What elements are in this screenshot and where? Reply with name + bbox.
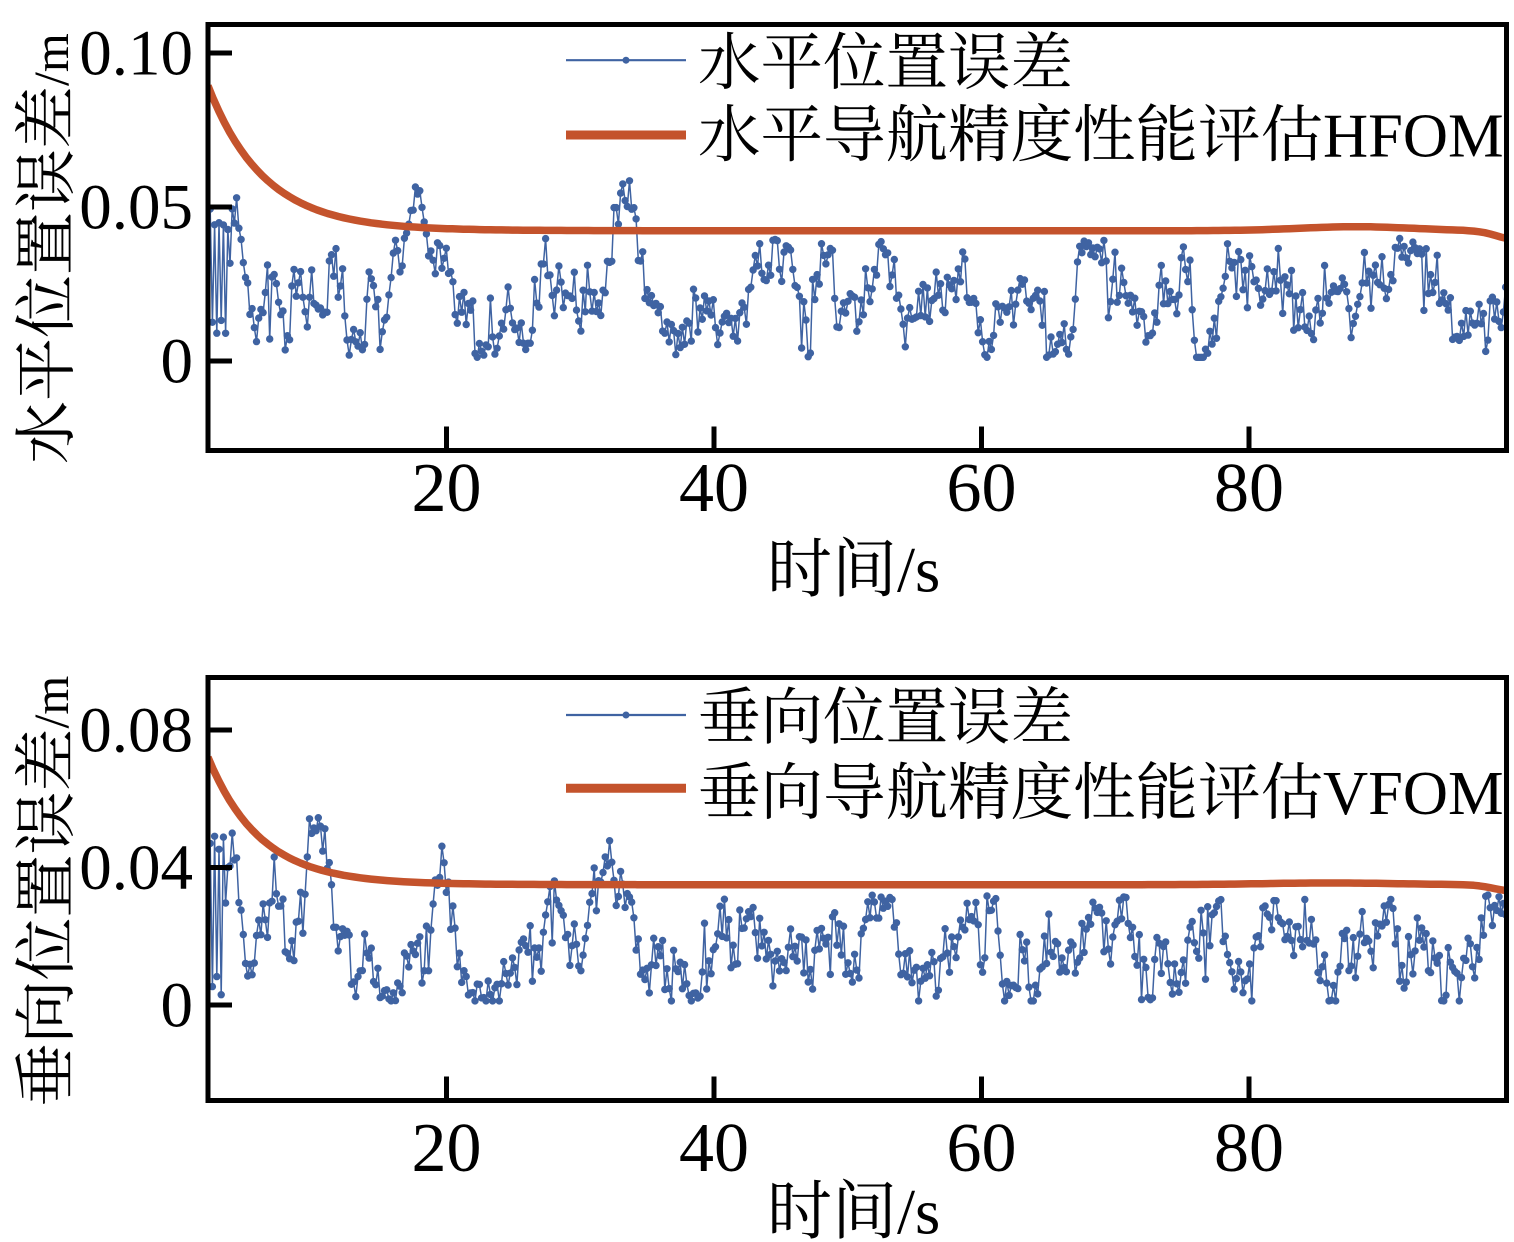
svg-text:VFOM: VFOM: [1323, 758, 1504, 828]
svg-text:/m: /m: [23, 676, 79, 729]
svg-text:HFOM: HFOM: [1323, 100, 1504, 170]
svg-text:60: 60: [947, 1110, 1017, 1187]
svg-text:0: 0: [161, 970, 194, 1042]
svg-text:0.05: 0.05: [79, 172, 193, 244]
svg-text:0.10: 0.10: [79, 18, 193, 90]
svg-text:0.08: 0.08: [79, 695, 193, 767]
svg-text:40: 40: [679, 450, 749, 527]
svg-text:60: 60: [947, 450, 1017, 527]
svg-text:20: 20: [412, 450, 482, 527]
svg-text:0: 0: [161, 326, 194, 398]
svg-text:/m: /m: [23, 33, 79, 86]
svg-text:0.04: 0.04: [79, 832, 193, 904]
svg-text:20: 20: [412, 1110, 482, 1187]
svg-text:/s: /s: [897, 535, 940, 607]
svg-text:40: 40: [679, 1110, 749, 1187]
svg-text:80: 80: [1214, 1110, 1284, 1187]
svg-text:80: 80: [1214, 450, 1284, 527]
svg-text:/s: /s: [897, 1177, 940, 1242]
